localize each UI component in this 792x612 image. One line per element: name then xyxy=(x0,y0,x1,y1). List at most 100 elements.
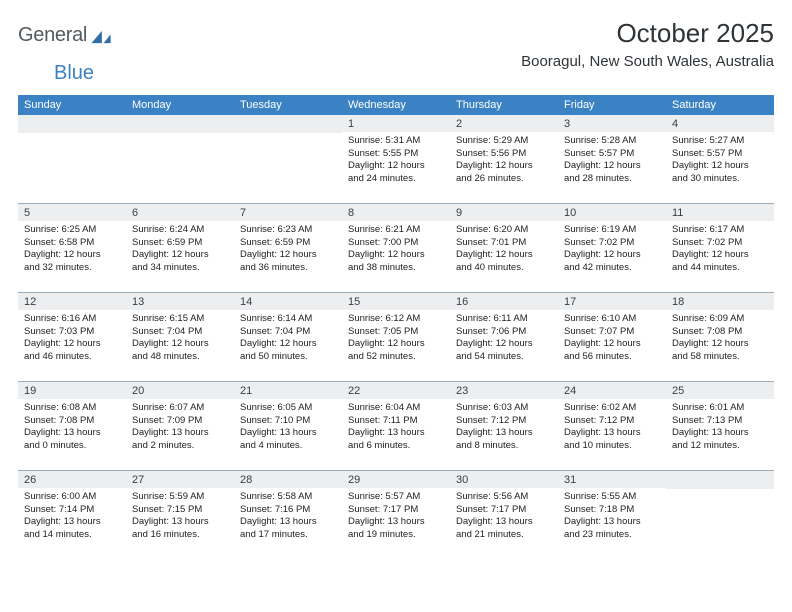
day-number: 1 xyxy=(342,115,450,132)
detail-line: Daylight: 12 hours xyxy=(456,249,554,262)
detail-line: Sunrise: 6:12 AM xyxy=(348,313,446,326)
day-number: 18 xyxy=(666,293,774,310)
day-details: Sunrise: 6:00 AMSunset: 7:14 PMDaylight:… xyxy=(18,488,126,545)
day-number: 13 xyxy=(126,293,234,310)
detail-line: Sunset: 7:02 PM xyxy=(672,237,770,250)
detail-line: and 19 minutes. xyxy=(348,529,446,542)
day-cell xyxy=(18,115,126,203)
day-number: 23 xyxy=(450,382,558,399)
detail-line: Sunrise: 5:56 AM xyxy=(456,491,554,504)
detail-line: Sunset: 5:55 PM xyxy=(348,148,446,161)
day-cell: 12Sunrise: 6:16 AMSunset: 7:03 PMDayligh… xyxy=(18,293,126,381)
detail-line: Daylight: 13 hours xyxy=(672,427,770,440)
detail-line: and 52 minutes. xyxy=(348,351,446,364)
day-details: Sunrise: 5:59 AMSunset: 7:15 PMDaylight:… xyxy=(126,488,234,545)
day-number: 10 xyxy=(558,204,666,221)
detail-line: and 2 minutes. xyxy=(132,440,230,453)
day-number: 21 xyxy=(234,382,342,399)
detail-line: Sunset: 6:58 PM xyxy=(24,237,122,250)
day-number: 31 xyxy=(558,471,666,488)
detail-line: Sunset: 5:57 PM xyxy=(672,148,770,161)
detail-line: Sunrise: 6:10 AM xyxy=(564,313,662,326)
detail-line: and 28 minutes. xyxy=(564,173,662,186)
detail-line: Sunrise: 6:20 AM xyxy=(456,224,554,237)
detail-line: Daylight: 12 hours xyxy=(672,249,770,262)
detail-line: Sunrise: 5:28 AM xyxy=(564,135,662,148)
day-number xyxy=(18,115,126,133)
day-of-week-header: Sunday Monday Tuesday Wednesday Thursday… xyxy=(18,95,774,115)
calendar-page: GeneralBlue October 2025 Booragul, New S… xyxy=(0,0,792,567)
detail-line: Sunrise: 6:17 AM xyxy=(672,224,770,237)
day-details: Sunrise: 6:24 AMSunset: 6:59 PMDaylight:… xyxy=(126,221,234,278)
detail-line: and 38 minutes. xyxy=(348,262,446,275)
day-number: 28 xyxy=(234,471,342,488)
detail-line: Daylight: 12 hours xyxy=(348,249,446,262)
detail-line: and 54 minutes. xyxy=(456,351,554,364)
detail-line: Sunrise: 5:55 AM xyxy=(564,491,662,504)
day-number: 25 xyxy=(666,382,774,399)
month-title: October 2025 xyxy=(521,18,774,49)
detail-line: Daylight: 12 hours xyxy=(348,160,446,173)
detail-line: Daylight: 12 hours xyxy=(132,249,230,262)
detail-line: Daylight: 12 hours xyxy=(564,249,662,262)
detail-line: and 6 minutes. xyxy=(348,440,446,453)
day-details: Sunrise: 6:15 AMSunset: 7:04 PMDaylight:… xyxy=(126,310,234,367)
day-number: 17 xyxy=(558,293,666,310)
detail-line: and 10 minutes. xyxy=(564,440,662,453)
day-details: Sunrise: 6:11 AMSunset: 7:06 PMDaylight:… xyxy=(450,310,558,367)
day-details: Sunrise: 6:07 AMSunset: 7:09 PMDaylight:… xyxy=(126,399,234,456)
day-number: 3 xyxy=(558,115,666,132)
detail-line: Sunset: 5:57 PM xyxy=(564,148,662,161)
day-cell: 20Sunrise: 6:07 AMSunset: 7:09 PMDayligh… xyxy=(126,382,234,470)
detail-line: Daylight: 12 hours xyxy=(672,338,770,351)
day-details: Sunrise: 6:01 AMSunset: 7:13 PMDaylight:… xyxy=(666,399,774,456)
detail-line: Sunset: 7:10 PM xyxy=(240,415,338,428)
detail-line: and 30 minutes. xyxy=(672,173,770,186)
detail-line: and 36 minutes. xyxy=(240,262,338,275)
week-row: 12Sunrise: 6:16 AMSunset: 7:03 PMDayligh… xyxy=(18,293,774,382)
weeks-container: 1Sunrise: 5:31 AMSunset: 5:55 PMDaylight… xyxy=(18,115,774,559)
day-details: Sunrise: 6:17 AMSunset: 7:02 PMDaylight:… xyxy=(666,221,774,278)
detail-line: Sunrise: 6:00 AM xyxy=(24,491,122,504)
day-cell: 30Sunrise: 5:56 AMSunset: 7:17 PMDayligh… xyxy=(450,471,558,559)
day-cell: 15Sunrise: 6:12 AMSunset: 7:05 PMDayligh… xyxy=(342,293,450,381)
day-number: 6 xyxy=(126,204,234,221)
detail-line: Sunrise: 6:04 AM xyxy=(348,402,446,415)
day-details: Sunrise: 6:05 AMSunset: 7:10 PMDaylight:… xyxy=(234,399,342,456)
day-number: 16 xyxy=(450,293,558,310)
week-row: 26Sunrise: 6:00 AMSunset: 7:14 PMDayligh… xyxy=(18,471,774,559)
detail-line: and 44 minutes. xyxy=(672,262,770,275)
detail-line: and 56 minutes. xyxy=(564,351,662,364)
detail-line: Sunrise: 6:19 AM xyxy=(564,224,662,237)
detail-line: Daylight: 13 hours xyxy=(348,516,446,529)
detail-line: and 24 minutes. xyxy=(348,173,446,186)
title-block: October 2025 Booragul, New South Wales, … xyxy=(521,18,774,78)
detail-line: Sunrise: 6:03 AM xyxy=(456,402,554,415)
day-number: 30 xyxy=(450,471,558,488)
day-details: Sunrise: 6:20 AMSunset: 7:01 PMDaylight:… xyxy=(450,221,558,278)
day-number: 8 xyxy=(342,204,450,221)
day-number: 7 xyxy=(234,204,342,221)
detail-line: and 50 minutes. xyxy=(240,351,338,364)
day-details: Sunrise: 6:16 AMSunset: 7:03 PMDaylight:… xyxy=(18,310,126,367)
day-cell xyxy=(126,115,234,203)
logo-blue-text: Blue xyxy=(54,62,94,84)
detail-line: Daylight: 13 hours xyxy=(564,516,662,529)
detail-line: Sunrise: 6:23 AM xyxy=(240,224,338,237)
detail-line: Daylight: 13 hours xyxy=(240,427,338,440)
detail-line: Daylight: 12 hours xyxy=(132,338,230,351)
dow-thu: Thursday xyxy=(450,95,558,115)
day-number: 12 xyxy=(18,293,126,310)
day-cell: 24Sunrise: 6:02 AMSunset: 7:12 PMDayligh… xyxy=(558,382,666,470)
detail-line: Sunrise: 6:01 AM xyxy=(672,402,770,415)
detail-line: Sunset: 7:00 PM xyxy=(348,237,446,250)
day-cell: 23Sunrise: 6:03 AMSunset: 7:12 PMDayligh… xyxy=(450,382,558,470)
detail-line: Sunset: 7:04 PM xyxy=(240,326,338,339)
dow-sun: Sunday xyxy=(18,95,126,115)
day-number: 2 xyxy=(450,115,558,132)
day-cell xyxy=(666,471,774,559)
detail-line: Daylight: 12 hours xyxy=(240,249,338,262)
dow-mon: Monday xyxy=(126,95,234,115)
day-details: Sunrise: 6:10 AMSunset: 7:07 PMDaylight:… xyxy=(558,310,666,367)
day-number: 19 xyxy=(18,382,126,399)
